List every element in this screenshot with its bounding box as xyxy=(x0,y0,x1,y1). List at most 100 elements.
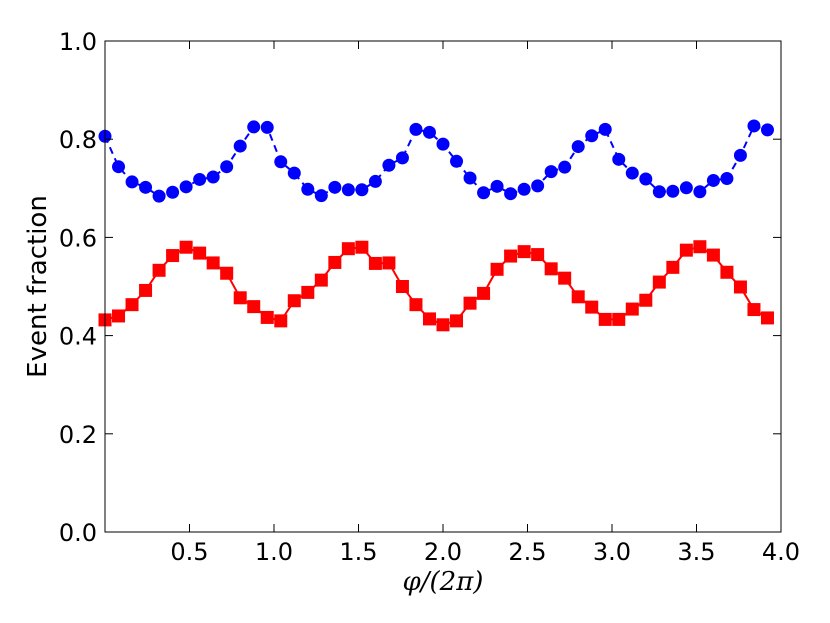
series-0-point-47 xyxy=(733,148,747,162)
series-1-point-2 xyxy=(125,298,139,312)
y-tick-label-5: 1.0 xyxy=(59,28,97,56)
series-1-point-19 xyxy=(355,240,369,254)
tick-layer: 0.5 1.0 1.5 2.0 2.5 3.0 3.5 4.0 0.0 0.2 0.4 0.6 0.8 1… xyxy=(59,28,800,566)
series-0-line xyxy=(104,124,768,198)
series-layer xyxy=(98,119,774,332)
series-0-point-1 xyxy=(112,160,126,174)
series-0-point-32 xyxy=(531,179,545,193)
series-1-point-10 xyxy=(233,291,247,305)
series-1-point-40 xyxy=(639,293,653,307)
series-0-point-29 xyxy=(490,179,504,193)
series-1-point-5 xyxy=(166,249,180,263)
series-1-point-11 xyxy=(247,300,261,314)
x-tick-label-4: 2.5 xyxy=(508,538,546,566)
series-1-point-39 xyxy=(625,302,639,316)
series-1-point-23 xyxy=(409,298,423,312)
series-1-point-13 xyxy=(274,314,288,328)
series-0-point-34 xyxy=(558,160,572,174)
series-0-point-21 xyxy=(382,158,396,172)
series-1-point-14 xyxy=(287,294,301,308)
series-0-point-25 xyxy=(436,137,450,151)
y-tick-label-2: 0.4 xyxy=(59,323,97,351)
series-0-point-46 xyxy=(720,171,734,185)
series-1-point-36 xyxy=(585,300,599,314)
series-0-point-31 xyxy=(517,182,531,196)
series-0-point-11 xyxy=(247,120,261,134)
series-1-point-22 xyxy=(395,280,409,293)
series-1-point-20 xyxy=(368,256,382,270)
series-1-point-12 xyxy=(260,310,274,324)
series-0-point-24 xyxy=(422,125,436,139)
series-0-point-43 xyxy=(679,181,693,195)
series-1-point-24 xyxy=(422,312,436,326)
y-tick-label-0: 0.0 xyxy=(59,519,97,547)
series-0-point-19 xyxy=(355,183,369,197)
series-1-point-16 xyxy=(314,273,328,287)
series-0-point-48 xyxy=(747,119,761,133)
series-1-point-25 xyxy=(436,318,450,332)
series-0-point-6 xyxy=(179,180,193,194)
y-tick-label-1: 0.2 xyxy=(59,421,97,449)
series-1-point-34 xyxy=(558,271,572,285)
series-0-point-20 xyxy=(368,174,382,188)
x-tick-label-6: 3.5 xyxy=(677,538,715,566)
series-0-point-13 xyxy=(274,155,288,169)
series-1-point-17 xyxy=(328,255,342,269)
x-tick-label-2: 1.5 xyxy=(339,538,377,566)
series-0-point-38 xyxy=(612,152,626,166)
series-0-point-45 xyxy=(706,173,720,187)
series-1-point-45 xyxy=(706,248,720,262)
series-1-point-1 xyxy=(112,309,126,323)
series-1-point-26 xyxy=(450,314,464,328)
series-0-point-22 xyxy=(395,151,409,165)
series-1-point-28 xyxy=(477,286,491,300)
x-tick-label-7: 4.0 xyxy=(762,538,800,566)
series-1-point-15 xyxy=(301,285,315,299)
series-0 xyxy=(98,119,774,203)
series-1-point-35 xyxy=(571,290,585,304)
y-tick-label-3: 0.6 xyxy=(59,224,97,252)
series-1-point-44 xyxy=(693,240,707,254)
series-0-point-36 xyxy=(585,129,599,143)
series-0-point-8 xyxy=(206,170,220,184)
series-1-point-7 xyxy=(193,246,207,260)
series-1-point-37 xyxy=(598,312,612,326)
series-1-point-6 xyxy=(179,240,193,254)
series-0-point-27 xyxy=(463,171,477,185)
series-1-point-3 xyxy=(139,283,153,297)
x-tick-label-3: 2.0 xyxy=(424,538,462,566)
series-1-point-18 xyxy=(341,242,355,256)
series-0-point-17 xyxy=(328,180,342,194)
series-0-point-2 xyxy=(125,175,139,189)
series-1 xyxy=(98,240,774,332)
series-1-point-33 xyxy=(544,262,558,276)
series-1-point-47 xyxy=(733,280,747,294)
series-0-point-44 xyxy=(693,185,707,199)
series-1-point-49 xyxy=(760,311,774,325)
series-0-point-10 xyxy=(233,139,247,153)
plot-frame xyxy=(104,40,782,533)
series-0-point-4 xyxy=(152,189,166,203)
x-tick-label-5: 3.0 xyxy=(593,538,631,566)
series-0-point-9 xyxy=(220,160,234,174)
series-1-point-29 xyxy=(490,262,504,276)
series-1-point-27 xyxy=(463,296,477,310)
series-0-point-23 xyxy=(409,122,423,136)
series-1-point-46 xyxy=(720,265,734,279)
series-0-point-49 xyxy=(760,123,774,137)
series-1-point-30 xyxy=(504,249,518,263)
series-1-point-38 xyxy=(612,312,626,326)
series-1-point-42 xyxy=(666,260,680,274)
series-0-point-18 xyxy=(341,183,355,197)
series-0-point-7 xyxy=(193,172,207,186)
series-1-point-41 xyxy=(652,275,666,289)
series-1-point-4 xyxy=(152,263,166,277)
series-0-point-30 xyxy=(504,187,518,201)
series-1-point-9 xyxy=(220,266,234,280)
x-tick-label-0: 0.5 xyxy=(170,538,208,566)
series-0-point-14 xyxy=(287,166,301,180)
series-0-point-39 xyxy=(625,166,639,180)
series-0-point-35 xyxy=(571,140,585,154)
series-0-point-41 xyxy=(652,185,666,199)
